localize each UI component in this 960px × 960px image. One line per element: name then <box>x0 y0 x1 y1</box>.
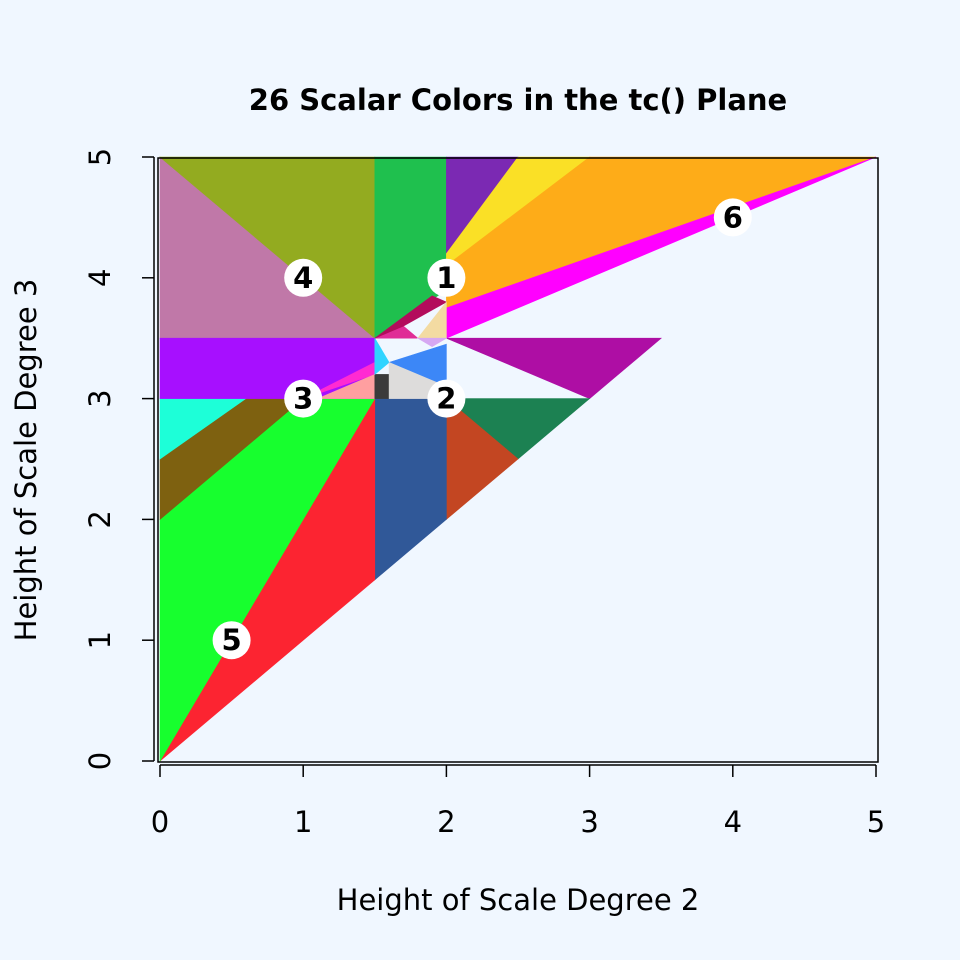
marker-circle <box>427 258 466 297</box>
marker-circle <box>284 258 323 297</box>
annotation-markers: 1 2 3 4 5 6 <box>212 198 752 660</box>
y-tick-label: 2 <box>83 510 117 528</box>
y-axis: 0 1 2 3 4 5 <box>83 148 155 770</box>
y-tick-label: 4 <box>83 269 117 287</box>
x-tick-label: 1 <box>294 805 312 839</box>
marker-1: 1 <box>427 258 466 297</box>
y-tick-label: 1 <box>83 631 117 649</box>
chart-title: 26 Scalar Colors in the tc() Plane <box>249 83 787 117</box>
marker-label: 3 <box>293 382 313 416</box>
x-tick-label: 3 <box>580 805 598 839</box>
y-axis-label: Height of Scale Degree 3 <box>9 279 43 642</box>
x-tick-label: 2 <box>437 805 455 839</box>
x-axis-label: Height of Scale Degree 2 <box>337 883 700 917</box>
color-region-11 <box>374 398 447 581</box>
color-region-20 <box>374 337 390 376</box>
x-axis: 0 1 2 3 4 5 <box>151 764 885 839</box>
marker-circle <box>284 379 323 418</box>
x-tick-label: 0 <box>151 805 169 839</box>
marker-label: 5 <box>222 623 242 657</box>
marker-3: 3 <box>284 379 323 418</box>
plot-frame <box>157 157 879 763</box>
color-region-19 <box>374 374 390 399</box>
marker-label: 6 <box>723 200 743 234</box>
marker-2: 2 <box>427 379 466 418</box>
y-tick-label: 5 <box>83 148 117 166</box>
marker-circle <box>212 621 251 660</box>
marker-label: 1 <box>436 261 456 295</box>
plot-area <box>157 156 879 763</box>
y-tick-label: 3 <box>83 389 117 407</box>
marker-circle <box>713 198 752 237</box>
marker-circle <box>427 379 466 418</box>
y-tick-label: 0 <box>83 752 117 770</box>
x-tick-label: 5 <box>867 805 885 839</box>
marker-5: 5 <box>212 621 251 660</box>
marker-4: 4 <box>284 258 323 297</box>
color-region-24 <box>416 337 448 348</box>
marker-label: 4 <box>293 261 313 295</box>
color-region-8 <box>446 337 663 399</box>
color-region-3 <box>374 156 447 339</box>
x-tick-label: 4 <box>724 805 742 839</box>
marker-label: 2 <box>436 382 456 416</box>
marker-6: 6 <box>713 198 752 237</box>
color-regions <box>159 156 877 763</box>
